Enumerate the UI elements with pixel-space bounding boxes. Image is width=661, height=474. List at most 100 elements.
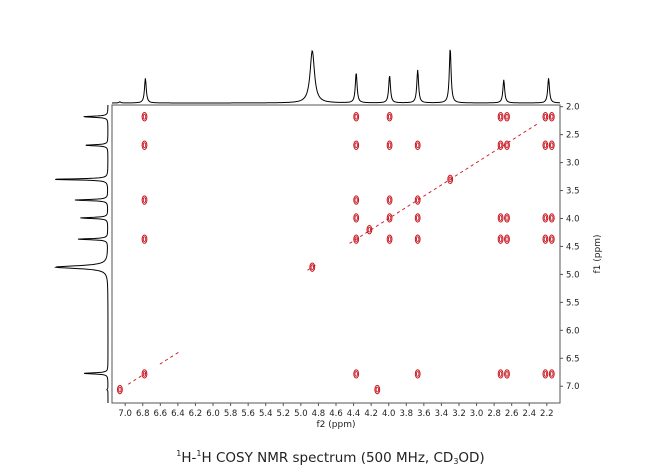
diagonal-segment [138,375,142,378]
contour-ring-inner [118,386,122,393]
x-tick-label: 6.0 [206,409,220,419]
x-tick-label: 3.6 [417,409,431,419]
cross-peak [366,224,373,235]
contour-ring [548,112,555,122]
contour-ring [366,224,373,235]
contour-ring [504,213,510,223]
contour-ring [414,369,421,379]
contour-ring [353,369,360,379]
cross-peak [141,234,148,244]
contour-ring [386,112,393,122]
contour-ring-inner [543,215,548,221]
contour-ring-inner [543,371,548,377]
x-tick-label: 2.6 [505,409,519,419]
y-tick-label: 5.0 [566,270,580,280]
contour-ring-inner [550,371,554,377]
contour-ring [548,369,555,379]
diagonal-segment [375,224,379,227]
x-tick-label: 5.8 [224,409,238,419]
diagonal-segment [175,352,179,355]
x-tick-label: 5.0 [294,409,308,419]
x-tick-label: 2.8 [487,409,501,419]
x-tick-label: 5.2 [277,409,291,419]
diagonal-segment [402,207,406,211]
contour-ring [504,234,510,244]
contour-ring [497,213,504,223]
contour-ring [497,112,504,122]
contour-ring [542,213,549,223]
contour-ring [141,112,148,122]
cross-peak [386,195,393,205]
diagonal-segment [533,123,537,127]
cross-peak [353,369,360,379]
contour-ring [353,195,360,205]
contour-ring [414,140,421,150]
contour-ring-inner [416,236,420,243]
diagonal-segment [164,358,169,362]
cross-peak [414,195,421,205]
cross-peaks [117,112,555,395]
x-tick-label: 6.8 [136,409,150,419]
diagonal-segment [465,167,469,170]
cross-peak [414,213,421,223]
cross-peak [386,213,393,223]
title-sub: 3 [453,457,459,466]
diagonal-segment [523,130,527,134]
contour-ring [141,369,148,379]
contour-ring-inner [142,142,147,149]
diagonal-segment [454,174,458,177]
diagonal-segment [491,150,495,154]
contour-ring [374,384,381,395]
cross-peak [414,369,421,379]
cross-peak [386,234,393,244]
contour-ring-inner [505,142,509,149]
contour-ring [497,234,504,244]
contour-ring [414,234,421,244]
contour-ring-inner [448,176,452,183]
y-tick-label: 6.5 [566,354,580,364]
contour-ring [504,369,510,379]
contour-ring [386,195,393,205]
cross-peak [117,384,123,395]
x-tick-label: 2.4 [522,409,536,419]
cross-peak [141,369,148,379]
diagonal-segment [475,160,479,164]
cross-peak [141,195,148,205]
contour-ring-inner [387,215,392,221]
contour-ring [117,384,123,395]
cross-peak [386,140,393,150]
x-tick-label: 6.2 [189,409,203,419]
diagonal-segment [433,187,437,191]
contour-ring-inner [498,113,503,120]
x-tick-label: 6.6 [154,409,168,419]
diagonal-segment [159,362,163,365]
diagonal-segment [128,382,132,385]
contour-ring [548,140,555,150]
contour-ring [141,195,148,205]
y-tick-label: 3.0 [566,159,580,169]
cross-peak [386,112,393,122]
contour-ring [548,234,555,244]
x-tick-label: 5.6 [241,409,255,419]
contour-ring-inner [550,113,554,120]
title-sup-2: 1 [196,449,202,458]
contour-ring-inner [142,236,147,243]
contour-ring [386,213,393,223]
chart-title: 1H-1H COSY NMR spectrum (500 MHz, CD3OD) [0,449,661,466]
y-axis-ticks: 2.0 2.5 3.0 3.5 4.0 4.5 5.0 5.5 6.0 6.5 7.0 [560,103,580,392]
contour-ring [353,140,360,150]
contour-ring-inner [310,264,314,270]
cross-peak [497,112,510,122]
contour-ring [141,234,148,244]
diagonal-segment [170,355,174,358]
cross-peak [497,213,510,223]
x-tick-label: 3.0 [470,409,484,419]
diagonal-segment [396,211,400,214]
contour-ring-inner [375,386,379,393]
diagonal-segment [444,180,448,184]
contour-ring-inner [387,197,392,203]
contour-ring-inner [142,197,147,203]
cross-peak [353,234,360,244]
contour-ring-inner [505,215,509,221]
contour-ring [504,112,510,122]
